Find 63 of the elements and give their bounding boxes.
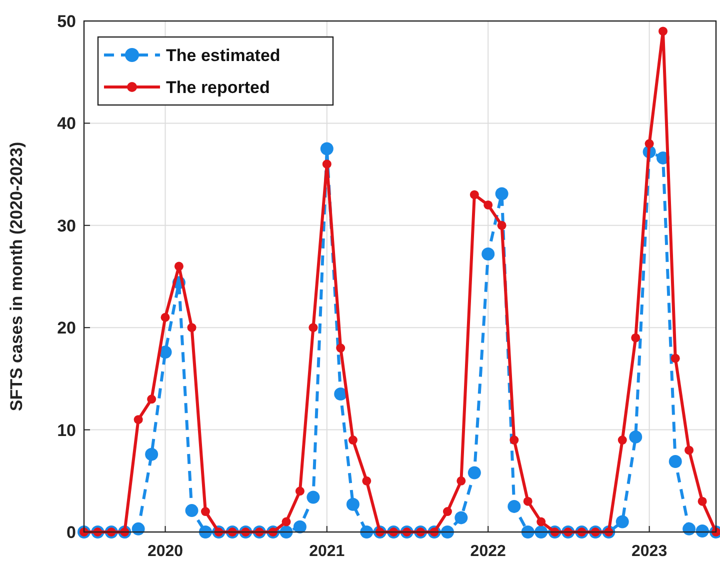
point [698, 496, 707, 506]
point [631, 333, 640, 342]
point [510, 436, 519, 445]
point [348, 436, 358, 445]
point [668, 454, 682, 468]
y-tick-label: 10 [57, 420, 76, 440]
point [336, 344, 346, 353]
point [185, 504, 198, 518]
legend-label: The reported [166, 78, 270, 97]
point [293, 520, 306, 534]
y-tick-label: 20 [57, 318, 76, 338]
point [320, 142, 334, 156]
point [523, 496, 532, 506]
legend-label: The estimated [166, 46, 280, 65]
point [360, 526, 374, 538]
point [308, 323, 318, 332]
point [147, 394, 156, 404]
point [134, 415, 143, 424]
x-tick-label: 2020 [147, 543, 184, 560]
point [616, 515, 629, 528]
point [174, 262, 184, 271]
point [334, 388, 348, 401]
point [295, 486, 304, 496]
x-tick-label: 2023 [632, 543, 668, 560]
point [322, 160, 332, 169]
point [160, 312, 170, 322]
point [497, 220, 506, 230]
point [132, 522, 145, 536]
point [521, 526, 534, 538]
point [440, 526, 454, 538]
point [536, 517, 546, 526]
point [658, 26, 668, 36]
point [200, 507, 210, 516]
point [362, 476, 372, 486]
point [454, 511, 468, 524]
y-tick-label: 30 [57, 216, 76, 236]
point [618, 436, 627, 445]
x-tick-label: 2021 [309, 543, 345, 560]
y-tick-label: 0 [66, 522, 76, 542]
point [670, 354, 680, 363]
y-tick-label: 40 [57, 114, 76, 134]
point [442, 507, 452, 516]
point [629, 430, 642, 444]
point [346, 498, 360, 511]
point [644, 139, 654, 148]
point [456, 476, 466, 486]
point [696, 524, 709, 538]
y-tick-label: 50 [57, 12, 76, 31]
point [145, 448, 158, 461]
x-tick-label: 2022 [470, 543, 506, 560]
point [282, 517, 291, 526]
point [484, 200, 493, 210]
point [198, 526, 212, 538]
point [684, 446, 694, 455]
point [187, 323, 196, 332]
y-axis-title: SFTS cases in month (2020-2023) [7, 142, 26, 412]
point [482, 248, 495, 261]
point [508, 500, 521, 513]
point [470, 190, 479, 200]
point [306, 490, 320, 504]
point [495, 187, 508, 200]
point [682, 522, 696, 536]
point [468, 466, 481, 480]
